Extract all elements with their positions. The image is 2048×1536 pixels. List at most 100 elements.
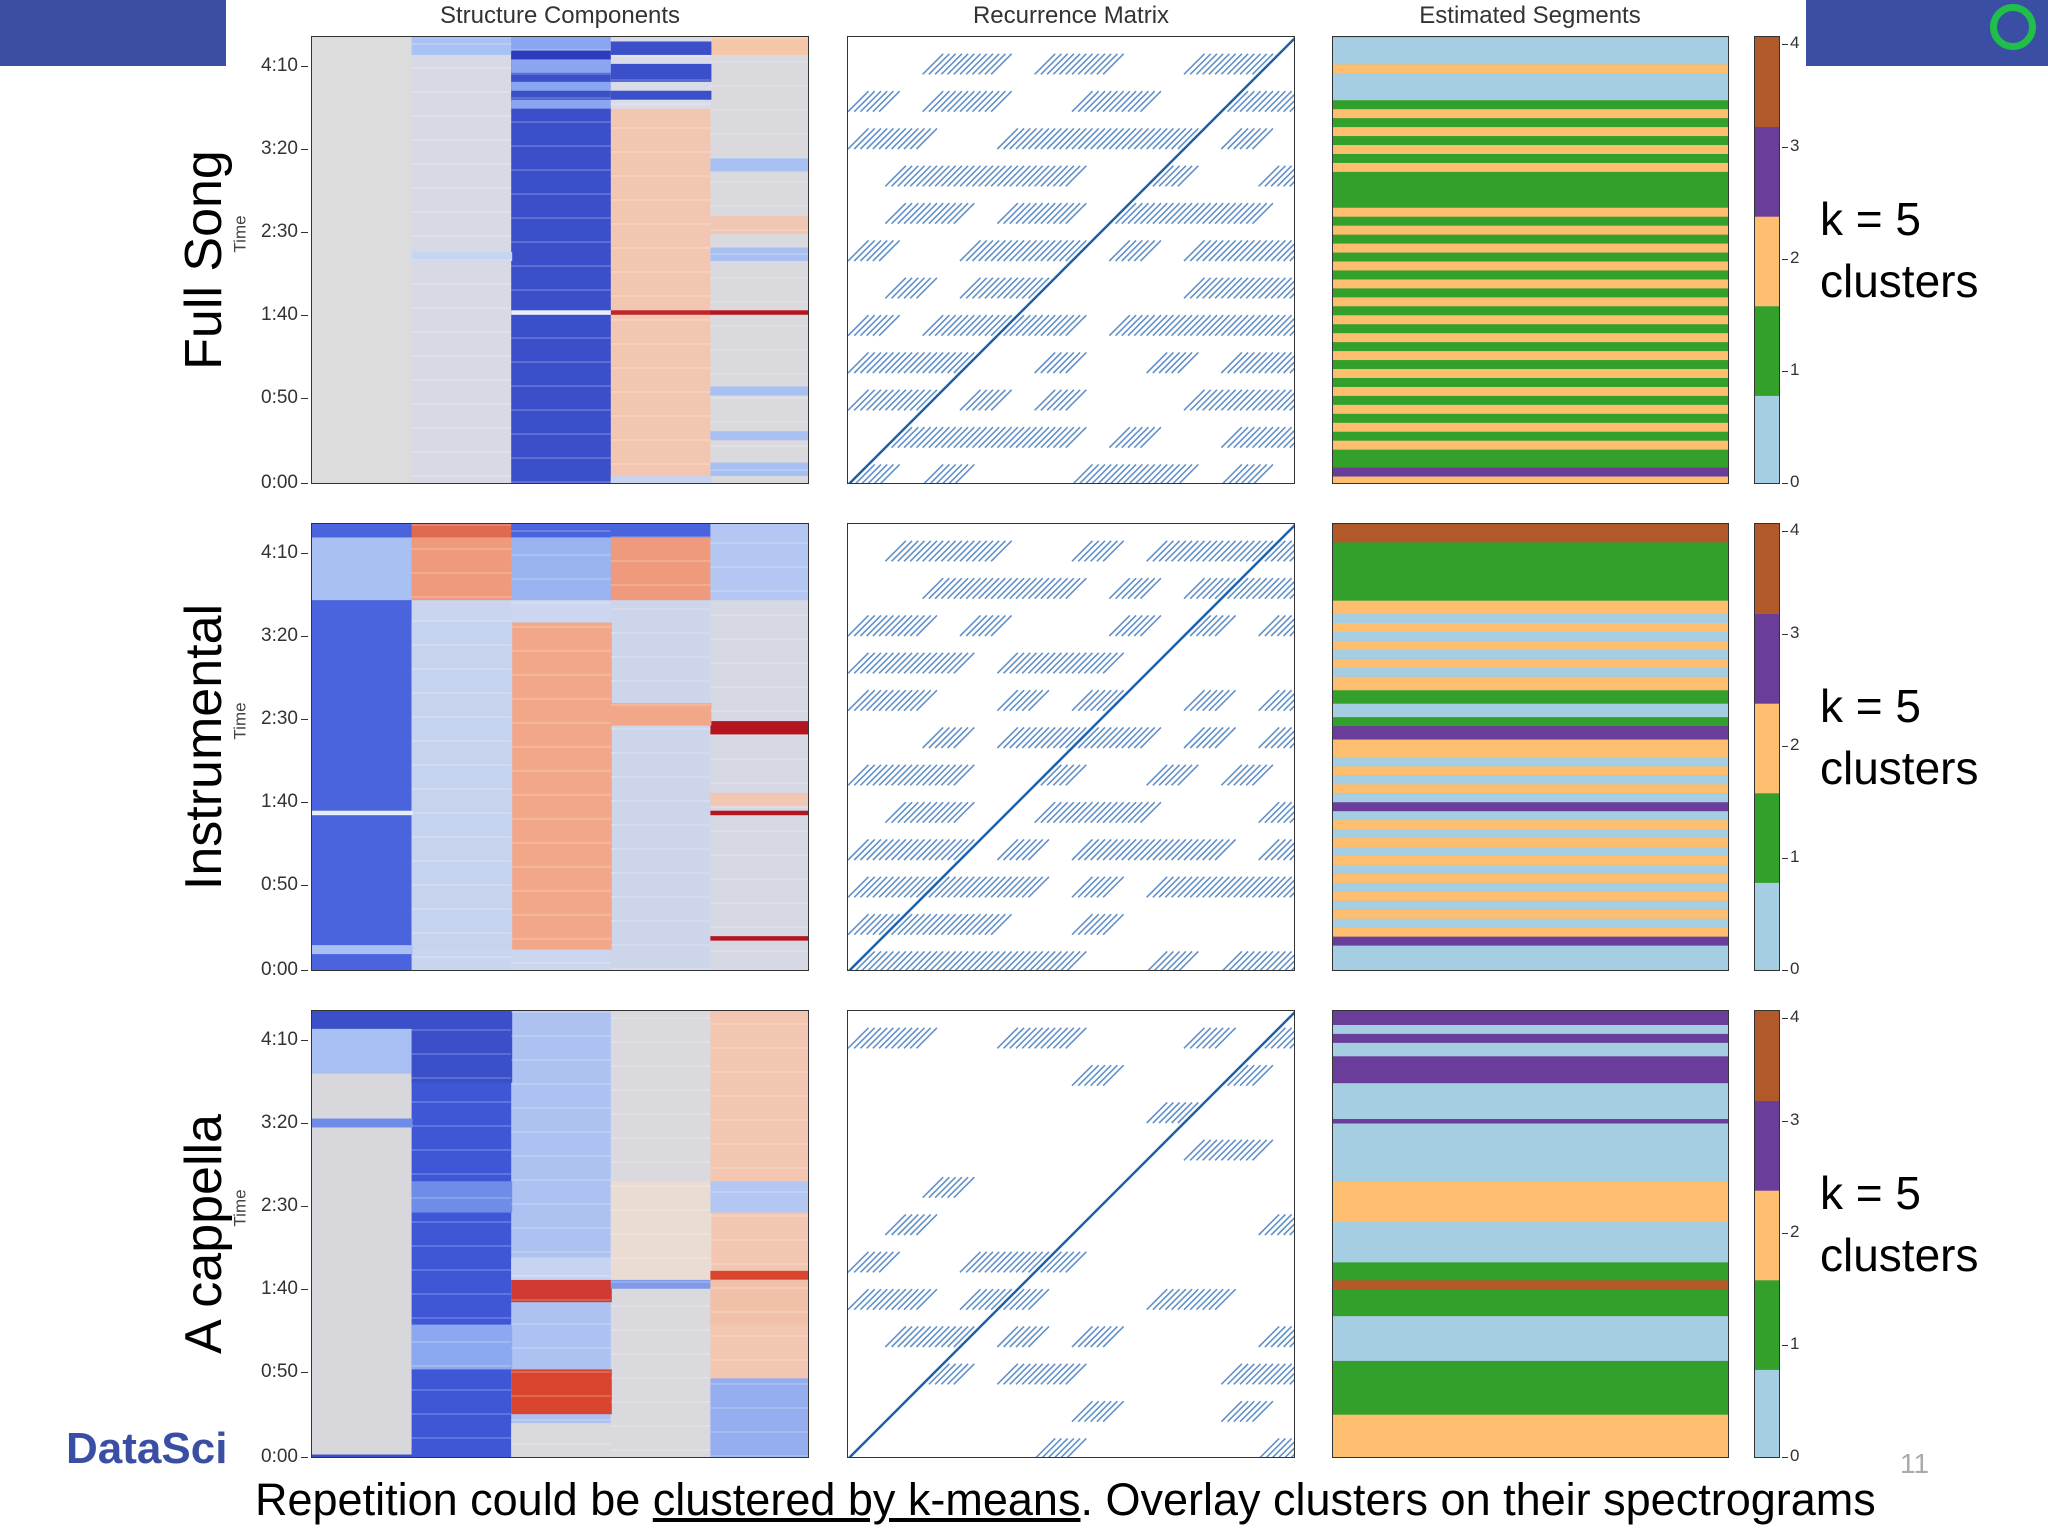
recurrence-diagonal [1164,1288,1187,1311]
recurrence-diagonal [1177,351,1199,374]
recurrence-diagonal [903,1325,926,1348]
recurrence-diagonal [1226,314,1249,337]
recurrence-diagonal [959,90,982,113]
recurrence-diagonal [859,239,882,262]
recurrence-diagonal [1083,1400,1106,1423]
recurrence-block [922,53,975,75]
texture-stripe [511,265,611,267]
recurrence-diagonal [984,614,1006,637]
recurrence-diagonal [1233,1363,1255,1385]
recurrence-diagonal [1172,950,1193,970]
texture-stripe [511,794,611,796]
texture-stripe [610,271,711,273]
recurrence-diagonal [1096,540,1118,562]
recurrence-block [1071,53,1125,75]
time-tick-label: 1:40 [248,304,308,326]
recurrence-diagonal [934,202,957,225]
recurrence-diagonal [909,540,932,562]
recurrence-diagonal [1195,53,1218,75]
recurrence-diagonal [1021,127,1044,150]
recurrence-diagonal [872,314,894,337]
recurrence-diagonal [985,950,1006,970]
recurrence-diagonal [928,351,950,374]
recurrence-diagonal [1253,950,1274,970]
column-title-recurrence: Recurrence Matrix [972,2,1170,29]
recurrence-diagonal [1276,317,1294,337]
segment-stack [1333,37,1728,483]
recurrence-diagonal [1202,1027,1224,1049]
recurrence-block [1258,577,1294,600]
recurrence-diagonal [1226,53,1249,75]
recurrence-block [1220,351,1274,374]
texture-stripe [710,445,808,447]
component-band [610,1279,712,1289]
colorbar-tick-label: 4 [1781,519,1800,539]
recurrence-diagonal [946,726,969,749]
recurrence-diagonal [904,950,926,970]
recurrence-diagonal [1021,426,1044,449]
recurrence-diagonal [1177,1101,1199,1124]
texture-stripe [411,1269,512,1271]
recurrence-diagonal [1114,614,1137,637]
segment-band [1333,1315,1728,1361]
recurrence-diagonal [1195,726,1218,749]
texture-stripe [610,944,711,946]
recurrence-diagonal [915,389,938,411]
recurrence-diagonal [1284,1447,1294,1457]
recurrence-diagonal [1289,180,1294,187]
recurrence-diagonal [1152,127,1174,150]
recurrence-diagonal [1077,689,1100,712]
recurrence-diagonal [1158,202,1181,225]
recurrence-block [1220,127,1274,150]
recurrence-diagonal [1096,652,1118,674]
texture-stripe [411,259,512,261]
recurrence-diagonal [984,1251,1006,1273]
recurrence-diagonal [1002,202,1025,225]
recurrence-diagonal [884,838,907,861]
recurrence-diagonal [1276,543,1294,562]
texture-stripe [610,536,711,538]
recurrence-diagonal [1245,540,1268,562]
recurrence-diagonal [984,165,1006,187]
component-band [411,622,513,950]
recurrence-diagonal [1058,314,1081,337]
recurrence-block [1108,426,1162,449]
recurrence-diagonal [928,202,950,225]
recurrence-diagonal [1015,165,1038,187]
texture-stripe [511,602,611,604]
recurrence-diagonal [1029,950,1050,970]
recurrence-diagonal [1002,838,1025,861]
cluster-count-suffix: clusters [1820,742,1979,794]
recurrence-diagonal [1220,764,1243,786]
colorbar-swatches [1755,1011,1779,1457]
recurrence-diagonal [1090,1325,1112,1348]
segment-band [1333,774,1728,785]
cluster-count-suffix: clusters [1820,1229,1979,1281]
segment-band [1333,756,1728,767]
recurrence-diagonal [903,389,926,411]
recurrence-diagonal [878,614,901,637]
recurrence-diagonal [922,202,944,225]
recurrence-diagonal [1270,801,1293,824]
segment-band [1333,252,1728,262]
recurrence-diagonal [1159,463,1181,483]
component-band [312,945,413,955]
recurrence-diagonal [859,614,882,637]
recurrence-diagonal [1108,314,1131,337]
recurrence-diagonal [922,913,944,936]
recurrence-diagonal [1289,854,1294,861]
recurrence-diagonal [1040,1251,1062,1273]
recurrence-diagonal [1170,1288,1193,1311]
component-band [312,1454,413,1457]
texture-stripe [411,1365,512,1367]
recurrence-diagonal [978,90,1000,113]
recurrence-block [884,1325,938,1348]
recurrence-block [1071,689,1125,712]
recurrence-diagonal [1189,389,1212,411]
texture-stripe [710,1167,808,1169]
texture-stripe [511,1443,611,1445]
recurrence-diagonal [1158,1288,1181,1311]
segment-band [1333,918,1728,928]
recurrence-diagonal [872,389,894,411]
component-band [710,310,808,315]
